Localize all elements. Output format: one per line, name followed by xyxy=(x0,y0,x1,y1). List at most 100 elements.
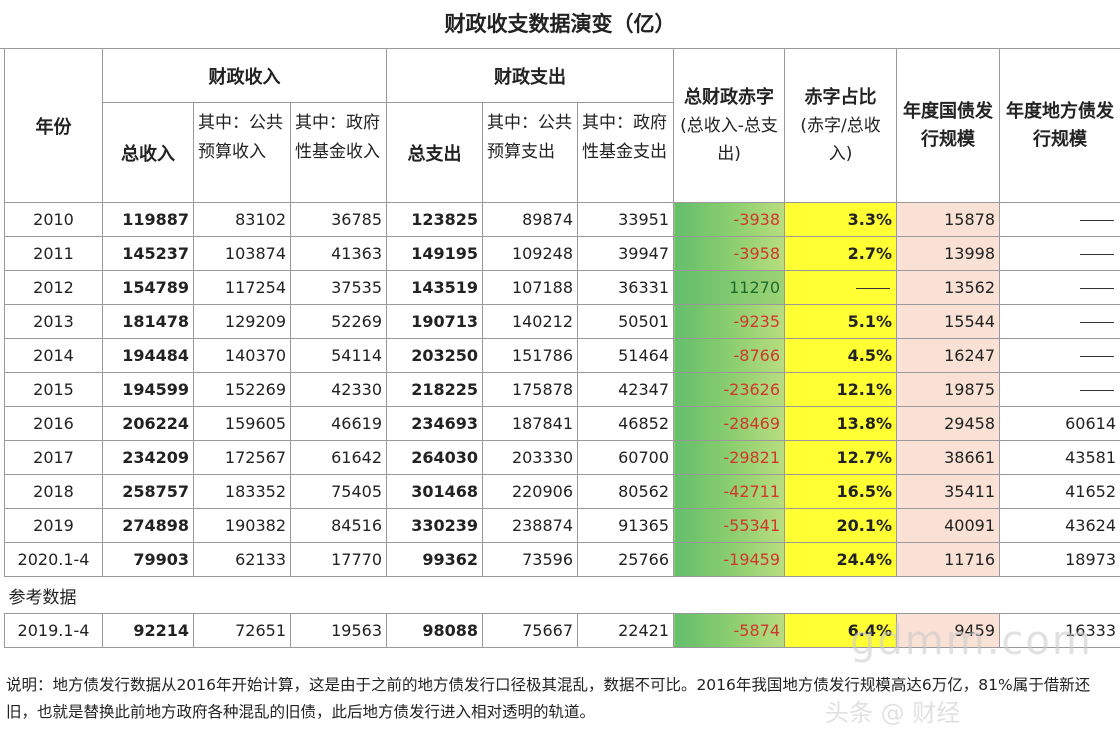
cell-gov-fund-expenditure: 50501 xyxy=(577,304,675,339)
cell-public-budget-revenue: 190382 xyxy=(193,508,291,543)
cell-total-expenditure: 234693 xyxy=(386,406,484,441)
table-row: 2011 145237 103874 41363 149195 109248 39947 -3… xyxy=(4,236,1120,271)
empty-dash xyxy=(1080,322,1115,323)
cell-year: 2010 xyxy=(4,202,103,237)
cell-year: 2016 xyxy=(4,406,103,441)
cell-deficit: -29821 xyxy=(673,440,786,475)
cell-deficit: -8766 xyxy=(673,338,786,373)
cell-local-bond xyxy=(999,202,1120,237)
table-row: 2013 181478 129209 52269 190713 140212 50501 -9… xyxy=(4,304,1120,339)
cell-public-budget-expenditure: 107188 xyxy=(482,270,579,305)
cell-gov-fund-revenue: 46619 xyxy=(289,406,388,441)
cell-total-expenditure: 149195 xyxy=(386,236,484,271)
cell-total-expenditure: 330239 xyxy=(386,508,484,543)
cell-public-budget-expenditure: 220906 xyxy=(482,474,579,509)
cell-year: 2013 xyxy=(4,304,103,339)
reference-label: 参考数据 xyxy=(4,576,1120,614)
table-row: 2012 154789 117254 37535 143519 107188 36331 11… xyxy=(4,270,1120,305)
cell-national-bond: 15878 xyxy=(896,202,1001,237)
table-row: 2016 206224 159605 46619 234693 187841 46852 -2… xyxy=(4,406,1120,441)
cell-total-revenue: 274898 xyxy=(102,508,194,543)
cell-public-budget-revenue: 152269 xyxy=(193,372,291,407)
watermark-site: gdmm.com xyxy=(850,618,1093,664)
header-public-budget-revenue: 其中：公共预算收入 xyxy=(193,102,291,203)
cell-gov-fund-expenditure: 25766 xyxy=(577,542,675,577)
cell-total-revenue: 258757 xyxy=(102,474,194,509)
cell-local-bond: 43624 xyxy=(999,508,1120,543)
cell-national-bond: 38661 xyxy=(896,440,1001,475)
cell-public-budget-revenue: 117254 xyxy=(193,270,291,305)
cell-total-expenditure: 301468 xyxy=(386,474,484,509)
cell-deficit: 11270 xyxy=(673,270,786,305)
cell-local-bond xyxy=(999,270,1120,305)
cell-public-budget-expenditure: 140212 xyxy=(482,304,579,339)
cell-gov-fund-revenue: 42330 xyxy=(289,372,388,407)
cell-local-bond: 16333 xyxy=(999,613,1120,648)
header-total-expenditure: 总支出 xyxy=(386,102,484,203)
cell-gov-fund-expenditure: 36331 xyxy=(577,270,675,305)
cell-gov-fund-revenue: 37535 xyxy=(289,270,388,305)
cell-public-budget-revenue: 172567 xyxy=(193,440,291,475)
cell-total-expenditure: 190713 xyxy=(386,304,484,339)
cell-year: 2019.1-4 xyxy=(4,613,103,648)
cell-local-bond: 43581 xyxy=(999,440,1120,475)
cell-gov-fund-revenue: 36785 xyxy=(289,202,388,237)
table-title: 财政收支数据演变（亿） xyxy=(0,0,1120,49)
cell-public-budget-expenditure: 175878 xyxy=(482,372,579,407)
cell-gov-fund-revenue: 61642 xyxy=(289,440,388,475)
table-row: 2018 258757 183352 75405 301468 220906 80562 -4… xyxy=(4,474,1120,509)
cell-gov-fund-expenditure: 46852 xyxy=(577,406,675,441)
cell-gov-fund-expenditure: 22421 xyxy=(577,613,675,648)
cell-public-budget-expenditure: 238874 xyxy=(482,508,579,543)
table-row: 2019.1-4 92214 72651 19563 98088 75667 22421 -5… xyxy=(4,613,1120,648)
table-row: 2015 194599 152269 42330 218225 175878 42347 -2… xyxy=(4,372,1120,407)
header-ratio: 赤字占比 (赤字/总收入) xyxy=(784,48,898,203)
cell-public-budget-revenue: 129209 xyxy=(193,304,291,339)
cell-total-revenue: 119887 xyxy=(102,202,194,237)
cell-public-budget-revenue: 159605 xyxy=(193,406,291,441)
cell-total-revenue: 206224 xyxy=(102,406,194,441)
cell-national-bond: 15544 xyxy=(896,304,1001,339)
cell-gov-fund-expenditure: 42347 xyxy=(577,372,675,407)
cell-year: 2017 xyxy=(4,440,103,475)
cell-gov-fund-revenue: 84516 xyxy=(289,508,388,543)
fiscal-data-table: 年份 财政收入 财政支出 总财政赤字 (总收入-总支出) 赤字占比 (赤字/总收… xyxy=(4,48,1120,648)
table-row: 2020.1-4 79903 62133 17770 99362 73596 25766 -1… xyxy=(4,542,1120,577)
cell-local-bond xyxy=(999,236,1120,271)
cell-year: 2018 xyxy=(4,474,103,509)
table-row: 2014 194484 140370 54114 203250 151786 51464 -8… xyxy=(4,338,1120,373)
cell-gov-fund-expenditure: 33951 xyxy=(577,202,675,237)
header-year: 年份 xyxy=(4,48,103,203)
cell-public-budget-revenue: 62133 xyxy=(193,542,291,577)
header-deficit: 总财政赤字 (总收入-总支出) xyxy=(673,48,786,203)
cell-gov-fund-expenditure: 60700 xyxy=(577,440,675,475)
cell-public-budget-revenue: 103874 xyxy=(193,236,291,271)
cell-deficit-ratio: 2.7% xyxy=(784,236,898,271)
cell-public-budget-revenue: 140370 xyxy=(193,338,291,373)
empty-dash xyxy=(856,288,891,289)
cell-deficit: -23626 xyxy=(673,372,786,407)
cell-deficit: -42711 xyxy=(673,474,786,509)
cell-year: 2014 xyxy=(4,338,103,373)
empty-dash xyxy=(1080,254,1115,255)
cell-deficit-ratio: 12.1% xyxy=(784,372,898,407)
header-revenue-group: 财政收入 xyxy=(101,48,388,103)
cell-total-revenue: 234209 xyxy=(102,440,194,475)
cell-total-revenue: 154789 xyxy=(102,270,194,305)
header-total-revenue: 总收入 xyxy=(102,102,194,203)
footnote: 说明：地方债发行数据从2016年开始计算，这是由于之前的地方债发行口径极其混乱，… xyxy=(6,676,1091,721)
cell-public-budget-expenditure: 151786 xyxy=(482,338,579,373)
cell-public-budget-expenditure: 89874 xyxy=(482,202,579,237)
cell-total-revenue: 145237 xyxy=(102,236,194,271)
table-row: 2017 234209 172567 61642 264030 203330 60700 -2… xyxy=(4,440,1120,475)
cell-national-bond: 29458 xyxy=(896,406,1001,441)
reference-rows: 2019.1-4 92214 72651 19563 98088 75667 22421 -5… xyxy=(4,613,1120,648)
cell-total-expenditure: 218225 xyxy=(386,372,484,407)
cell-public-budget-expenditure: 73596 xyxy=(482,542,579,577)
cell-total-expenditure: 98088 xyxy=(386,613,484,648)
cell-gov-fund-expenditure: 91365 xyxy=(577,508,675,543)
cell-year: 2011 xyxy=(4,236,103,271)
cell-gov-fund-revenue: 17770 xyxy=(289,542,388,577)
cell-national-bond: 35411 xyxy=(896,474,1001,509)
cell-national-bond: 13562 xyxy=(896,270,1001,305)
